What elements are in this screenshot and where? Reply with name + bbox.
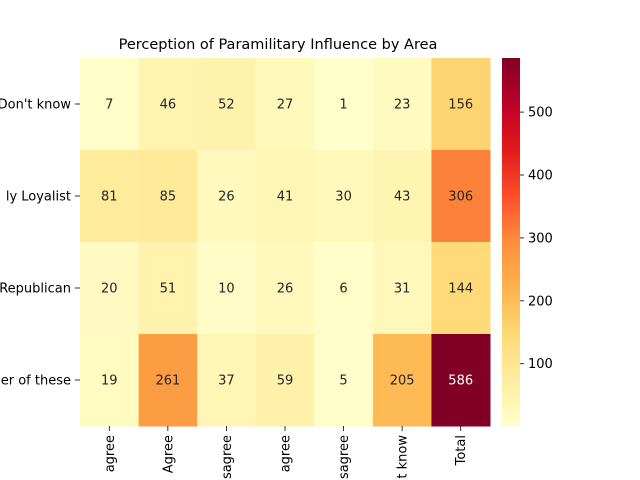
row-labels: Don't know ly Loyalist Republican er of the… [0,98,80,389]
colorbar-tick-label: 300 [528,231,553,246]
colorbar-ticks: 100 200 300 400 500 [520,106,553,372]
column-label: Total [454,435,469,466]
row-label: Don't know [0,98,71,113]
column-label: agree [103,435,118,472]
heatmap-cell [255,334,315,427]
heatmap-cell [314,334,374,427]
cell-value-label: 19 [101,374,118,389]
heatmap-cell [255,242,315,335]
cell-value-label: 23 [394,98,411,113]
heatmap-cell [80,58,140,151]
cell-value-label: 306 [448,190,473,205]
row-label: Republican [0,282,71,297]
heatmap-cell [372,150,432,243]
colorbar [502,58,520,426]
cell-value-label: 10 [218,282,235,297]
heatmap-cell-labels: 7 46 52 27 1 23 156 81 85 26 41 30 43 306 20 51 10 26 6 31 1… [101,98,473,389]
cell-value-label: 59 [277,374,294,389]
heatmap-cell [197,58,257,151]
cell-value-label: 30 [335,190,352,205]
cell-value-label: 20 [101,282,118,297]
row-label: er of these [1,374,71,389]
cell-value-label: 81 [101,190,118,205]
heatmap-cell [138,242,198,335]
cell-value-label: 37 [218,374,235,389]
heatmap-cell [197,334,257,427]
cell-value-label: 26 [218,190,235,205]
column-label: t know [396,435,411,479]
heatmap-cell [431,334,491,427]
heatmap-cell [138,150,198,243]
column-label: Agree [161,435,176,473]
heatmap-cell [255,150,315,243]
cell-value-label: 26 [277,282,294,297]
cell-value-label: 144 [448,282,473,297]
cell-value-label: 31 [394,282,411,297]
row-label: ly Loyalist [6,190,71,205]
heatmap-cell [314,242,374,335]
column-labels: agree Agree sagree agree sagree t know Total [103,426,469,479]
cell-value-label: 6 [339,282,347,297]
heatmap-cell [197,150,257,243]
column-label: agree [279,435,294,472]
heatmap-cell [431,58,491,151]
heatmap-cell [372,334,432,427]
column-label: sagree [220,435,235,479]
cell-value-label: 41 [277,190,294,205]
cell-value-label: 261 [155,374,180,389]
colorbar-tick-label: 500 [528,106,553,121]
heatmap-cell [255,58,315,151]
cell-value-label: 1 [339,98,347,113]
colorbar-tick-label: 400 [528,169,553,184]
cell-value-label: 586 [448,374,473,389]
heatmap-cells [80,58,491,427]
heatmap-cell [197,242,257,335]
cell-value-label: 7 [105,98,113,113]
heatmap-cell [431,150,491,243]
heatmap-cell [431,242,491,335]
cell-value-label: 43 [394,190,411,205]
heatmap-cell [138,334,198,427]
colorbar-tick-label: 100 [528,357,553,372]
cell-value-label: 52 [218,98,235,113]
column-label: sagree [337,435,352,479]
cell-value-label: 46 [160,98,177,113]
chart-title: Perception of Paramilitary Influence by … [119,37,438,53]
cell-value-label: 205 [390,374,415,389]
heatmap-cell [372,242,432,335]
colorbar-tick-label: 200 [528,294,553,309]
heatmap-cell [80,150,140,243]
cell-value-label: 156 [448,98,473,113]
cell-value-label: 5 [339,374,347,389]
heatmap-cell [372,58,432,151]
cell-value-label: 27 [277,98,294,113]
heatmap-cell [80,334,140,427]
cell-value-label: 51 [160,282,177,297]
heatmap-cell [314,58,374,151]
heatmap-cell [80,242,140,335]
heatmap-cell [314,150,374,243]
cell-value-label: 85 [160,190,177,205]
heatmap-cell [138,58,198,151]
